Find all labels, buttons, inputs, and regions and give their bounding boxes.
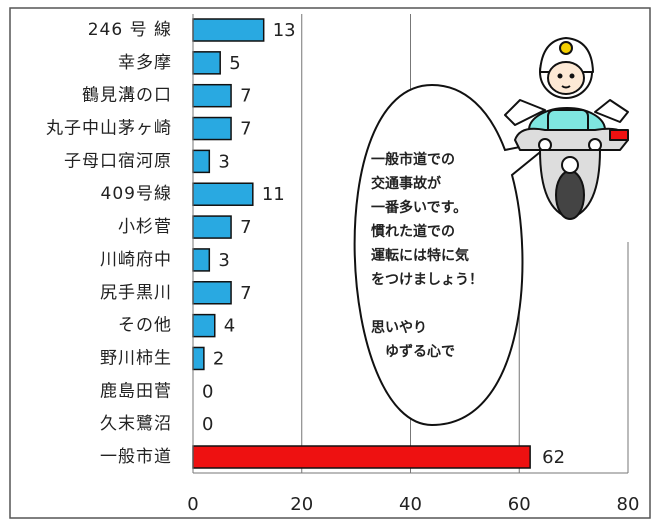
x-tick-label: 20 <box>290 494 313 515</box>
value-label: 11 <box>262 184 285 205</box>
bar <box>193 282 231 304</box>
annotation-line: 一番多いです。 <box>371 199 467 216</box>
value-label: 2 <box>213 348 224 369</box>
y-tick-label: その他 <box>118 316 172 336</box>
annotation-line: ゆずる心で <box>371 343 455 360</box>
value-label: 5 <box>229 53 240 74</box>
y-tick-label: 409号線 <box>101 184 172 204</box>
value-label: 7 <box>240 217 251 238</box>
y-tick-label: 尻手黒川 <box>100 283 172 303</box>
y-tick-label: 小杉菅 <box>118 217 172 237</box>
y-tick-label: 鹿島田菅 <box>100 381 172 401</box>
annotation-line: 慣れた道での <box>370 223 455 240</box>
y-tick-label: 野川柿生 <box>100 348 172 368</box>
x-tick-label: 80 <box>617 494 640 515</box>
value-label: 7 <box>240 86 251 107</box>
page: {"chart_data": {"type": "hbar", "categor… <box>0 0 658 529</box>
y-tick-label: 鶴見溝の口 <box>82 86 172 106</box>
value-label: 3 <box>218 250 229 271</box>
value-label: 4 <box>224 316 235 337</box>
bar <box>193 19 264 41</box>
y-tick-label: 丸子中山茅ヶ崎 <box>46 119 172 139</box>
value-label: 62 <box>542 447 565 468</box>
bar <box>193 446 530 468</box>
annotation-line: 思いやり <box>371 320 427 336</box>
annotation-line: 運転には特に気 <box>371 247 469 264</box>
annotation-line: をつけましょう！ <box>371 272 483 288</box>
x-tick-label: 0 <box>187 494 198 515</box>
y-tick-label: 久末鷺沼 <box>100 414 172 434</box>
annotation-line: 一般市道での <box>371 151 455 168</box>
bar <box>193 315 215 337</box>
value-label: 3 <box>218 151 229 172</box>
x-tick-label: 60 <box>508 494 531 515</box>
annotation-line: 交通事故が <box>371 175 442 192</box>
y-tick-label: 246 号 線 <box>88 20 172 40</box>
value-label: 7 <box>240 119 251 140</box>
bar <box>193 183 253 205</box>
y-tick-label: 子母口宿河原 <box>64 151 172 171</box>
y-tick-label: 一般市道 <box>100 447 172 467</box>
bar <box>193 85 231 107</box>
value-label: 7 <box>240 283 251 304</box>
bar <box>193 216 231 238</box>
bar <box>193 347 204 369</box>
value-label: 0 <box>202 381 213 402</box>
chart: 020406080 246 号 線13幸多摩5鶴見溝の口7丸子中山茅ヶ崎7子母口… <box>0 0 658 525</box>
x-tick-label: 40 <box>399 494 422 515</box>
y-tick-label: 川崎府中 <box>100 250 172 270</box>
bar <box>193 150 209 172</box>
bar <box>193 118 231 140</box>
bar <box>193 249 209 271</box>
y-tick-label: 幸多摩 <box>118 53 172 73</box>
bar <box>193 52 220 74</box>
value-label: 13 <box>273 20 296 41</box>
value-label: 0 <box>202 414 213 435</box>
